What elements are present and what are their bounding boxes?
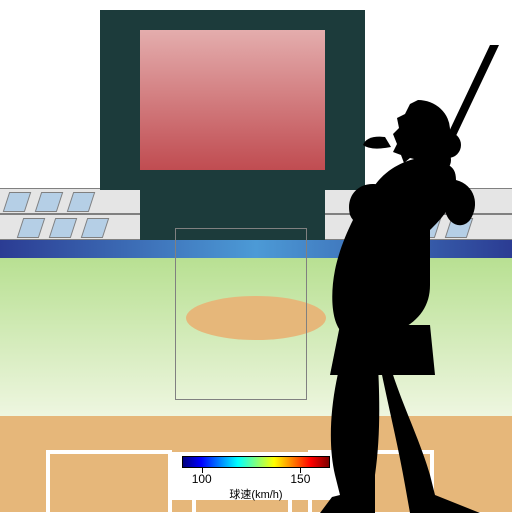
bleacher-window [49, 218, 77, 238]
bleacher-window [17, 218, 45, 238]
bleacher-window [3, 192, 31, 212]
pitch-location-scene: 100150 球速(km/h) [0, 0, 512, 512]
bleacher-window [35, 192, 63, 212]
bleacher-window [67, 192, 95, 212]
bleacher-window [81, 218, 109, 238]
colorbar-tick-label: 100 [192, 472, 212, 486]
batter-silhouette [280, 45, 512, 515]
